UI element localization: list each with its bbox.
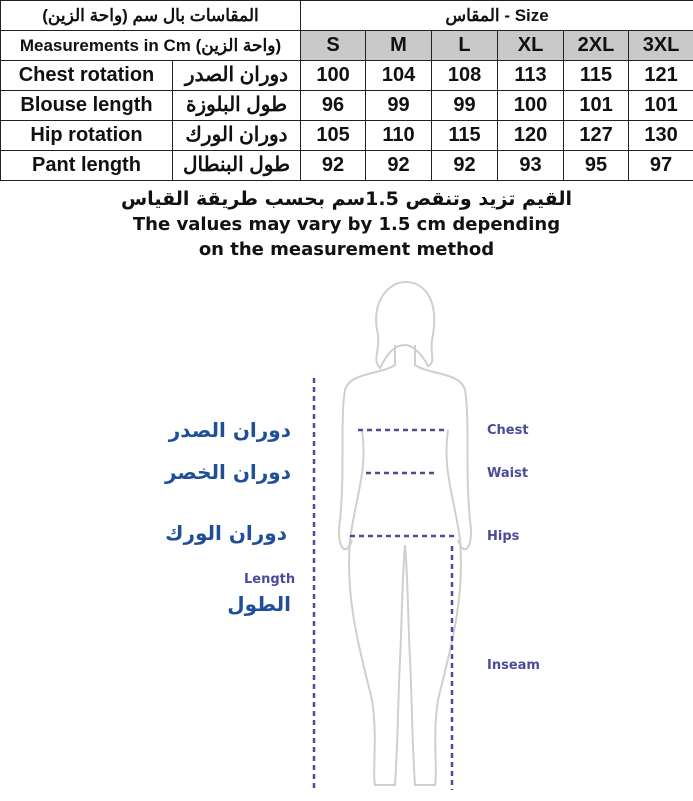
row-label-en: Hip rotation bbox=[0, 120, 173, 151]
cell: 99 bbox=[365, 90, 433, 121]
cell: 115 bbox=[431, 120, 499, 151]
row-label-en: Chest rotation bbox=[0, 60, 173, 91]
size-3xl: 3XL bbox=[628, 30, 693, 61]
size-l: L bbox=[431, 30, 499, 61]
cell: 92 bbox=[300, 150, 367, 181]
table-title-arabic: المقاسات بال سم (واحة الزين) bbox=[0, 0, 302, 31]
measurement-note: القيم تزيد وتنقص 1.5سم بحسب طريقة القياس… bbox=[0, 181, 693, 262]
cell: 121 bbox=[628, 60, 693, 91]
row-label-en: Pant length bbox=[0, 150, 173, 181]
table-row: Chest rotation دوران الصدر 100 104 108 1… bbox=[0, 60, 693, 91]
cell: 130 bbox=[628, 120, 693, 151]
table-row: Pant length طول البنطال 92 92 92 93 95 9… bbox=[0, 150, 693, 181]
measurements-subtitle: Measurements in Cm (واحة الزين) bbox=[0, 30, 302, 61]
note-english-line1: The values may vary by 1.5 cm depending bbox=[132, 214, 561, 235]
cell: 101 bbox=[628, 90, 693, 121]
size-m: M bbox=[365, 30, 433, 61]
table-row: Hip rotation دوران الورك 105 110 115 120… bbox=[0, 120, 693, 151]
woman-silhouette bbox=[338, 280, 472, 786]
label-chest: Chest bbox=[487, 423, 529, 438]
cell: 108 bbox=[431, 60, 499, 91]
label-hips: Hips bbox=[487, 529, 520, 544]
cell: 110 bbox=[365, 120, 433, 151]
cell: 101 bbox=[563, 90, 630, 121]
label-inseam: Inseam bbox=[487, 658, 540, 673]
cell: 105 bbox=[300, 120, 367, 151]
cell: 92 bbox=[365, 150, 433, 181]
cell: 127 bbox=[563, 120, 630, 151]
size-2xl: 2XL bbox=[563, 30, 630, 61]
cell: 115 bbox=[563, 60, 630, 91]
label-length-arabic: الطول bbox=[227, 592, 291, 616]
cell: 97 bbox=[628, 150, 693, 181]
cell: 104 bbox=[365, 60, 433, 91]
note-arabic: القيم تزيد وتنقص 1.5سم بحسب طريقة القياس bbox=[120, 188, 573, 210]
label-waist-arabic: دوران الخصر bbox=[164, 460, 291, 484]
row-label-ar: طول البنطال bbox=[171, 150, 302, 181]
cell: 100 bbox=[497, 90, 565, 121]
table-row: Blouse length طول البلوزة 96 99 99 100 1… bbox=[0, 90, 693, 121]
cell: 120 bbox=[497, 120, 565, 151]
cell: 96 bbox=[300, 90, 367, 121]
note-english-line2: on the measurement method bbox=[198, 239, 495, 260]
row-label-en: Blouse length bbox=[0, 90, 173, 121]
size-s: S bbox=[300, 30, 367, 61]
row-label-ar: طول البلوزة bbox=[171, 90, 302, 121]
label-hip-arabic: دوران الورك bbox=[165, 521, 287, 545]
size-header: المقاس - Size bbox=[300, 0, 693, 31]
size-chart-section: المقاسات بال سم (واحة الزين) المقاس - Si… bbox=[0, 0, 693, 262]
label-length-en: Length bbox=[244, 572, 296, 587]
cell: 99 bbox=[431, 90, 499, 121]
row-label-ar: دوران الورك bbox=[171, 120, 302, 151]
cell: 93 bbox=[497, 150, 565, 181]
size-xl: XL bbox=[497, 30, 565, 61]
cell: 92 bbox=[431, 150, 499, 181]
cell: 95 bbox=[563, 150, 630, 181]
size-chart-table: المقاسات بال سم (واحة الزين) المقاس - Si… bbox=[0, 0, 693, 181]
row-label-ar: دوران الصدر bbox=[171, 60, 302, 91]
cell: 100 bbox=[300, 60, 367, 91]
label-waist: Waist bbox=[487, 466, 529, 481]
label-chest-arabic: دوران الصدر bbox=[168, 418, 291, 442]
cell: 113 bbox=[497, 60, 565, 91]
